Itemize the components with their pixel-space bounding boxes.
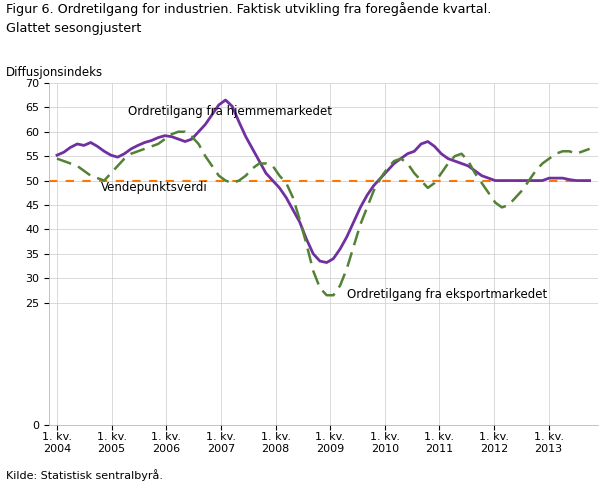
Text: Vendepunktsverdi: Vendepunktsverdi xyxy=(101,182,207,194)
Text: Ordretilgang fra hjemmemarkedet: Ordretilgang fra hjemmemarkedet xyxy=(128,105,332,118)
Text: Ordretilgang fra eksportmarkedet: Ordretilgang fra eksportmarkedet xyxy=(346,288,547,301)
Text: Diffusjonsindeks: Diffusjonsindeks xyxy=(6,66,103,79)
Text: Glattet sesongjustert: Glattet sesongjustert xyxy=(6,22,142,35)
Text: Kilde: Statistisk sentralbyrå.: Kilde: Statistisk sentralbyrå. xyxy=(6,469,163,481)
Text: Figur 6. Ordretilgang for industrien. Faktisk utvikling fra foregående kvartal.: Figur 6. Ordretilgang for industrien. Fa… xyxy=(6,2,492,17)
